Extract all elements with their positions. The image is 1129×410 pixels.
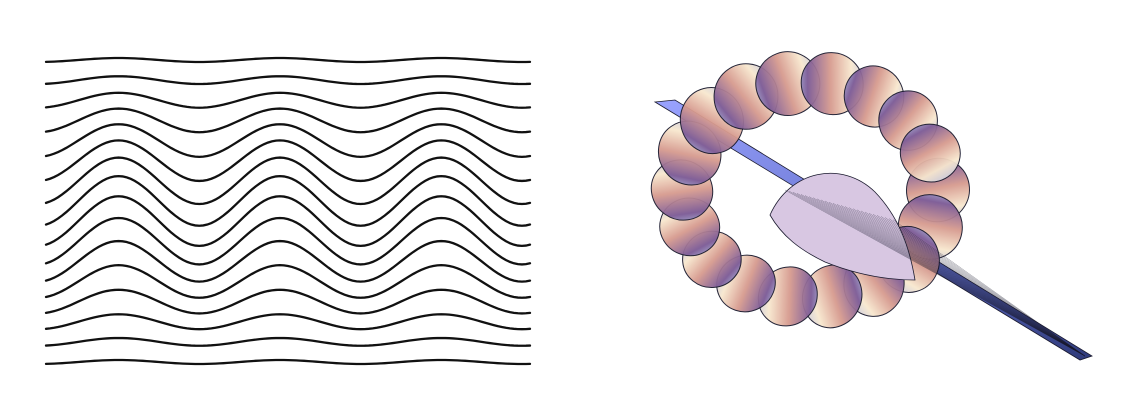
wave-line — [44, 123, 532, 158]
mesh-line — [884, 217, 1086, 357]
wave-line — [44, 195, 532, 248]
wave-line — [44, 139, 532, 183]
wave-line — [44, 75, 532, 86]
mesh-line — [892, 219, 1086, 357]
wave-line — [44, 91, 532, 109]
wave-line — [44, 174, 532, 227]
wave-line — [44, 264, 532, 299]
wave-line — [44, 56, 532, 64]
wave-line — [44, 107, 532, 134]
horn-surface-panel — [650, 51, 1093, 361]
mesh-line — [880, 216, 1086, 357]
wave-lines-panel — [44, 56, 532, 366]
wave-line — [44, 288, 532, 315]
wave-line — [44, 336, 532, 347]
wave-line — [44, 216, 532, 266]
wave-line — [44, 358, 532, 366]
wave-line — [44, 156, 532, 206]
horn-inner-funnel — [769, 172, 916, 281]
horn-ring — [899, 123, 961, 183]
mesh-line — [876, 215, 1086, 357]
mesh-line — [888, 218, 1086, 357]
wave-line — [44, 239, 532, 283]
wave-line — [44, 313, 532, 331]
